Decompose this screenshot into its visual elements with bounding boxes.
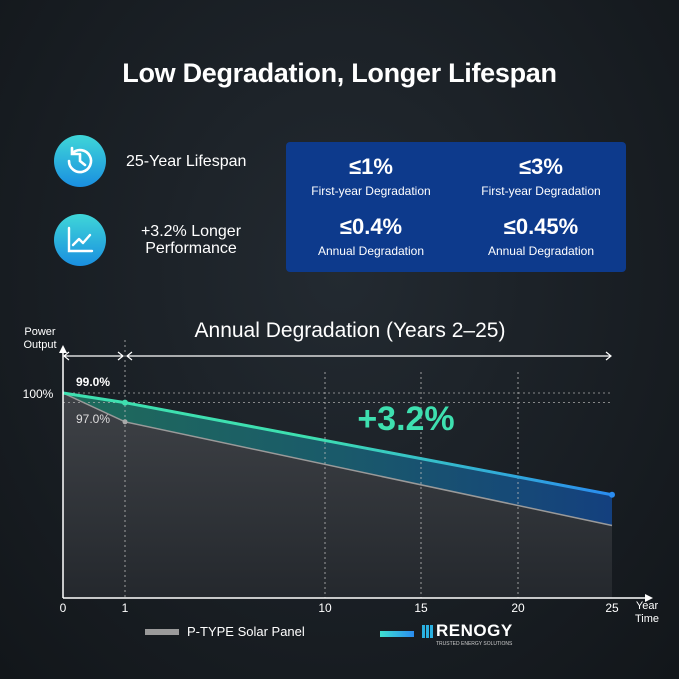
stat-value: ≤0.45% (503, 214, 579, 239)
page-title: Low Degradation, Longer Lifespan (122, 58, 557, 88)
stat-label: Annual Degradation (317, 244, 425, 258)
renogy-brand: RENOGY (436, 621, 513, 640)
legend-ptype: P-TYPE Solar Panel (145, 624, 305, 639)
x-tick-label: 10 (318, 601, 332, 615)
ptype-point (122, 419, 128, 425)
y-axis-label: Power Output (23, 326, 57, 351)
span-arrowheads-icon (126, 351, 612, 361)
label-ptype-year1: 97.0% (76, 412, 110, 426)
x-tick-label: 0 (60, 601, 67, 615)
stat-label: First-year Degradation (311, 184, 431, 198)
stat-cell: ≤0.45% Annual Degradation (456, 214, 626, 258)
renogy-point (609, 491, 615, 498)
label-renogy-year1: 99.0% (76, 375, 110, 389)
ptype-area (63, 393, 612, 598)
stat-cell: ≤3% First-year Degradation (456, 154, 626, 198)
renogy-logo: RENOGY TRUSTED ENERGY SOLUTIONS (422, 621, 513, 647)
feature-label: +3.2% Longer Performance (140, 223, 242, 257)
x-tick-label: 20 (511, 601, 525, 615)
x-tick-label: 15 (414, 601, 428, 615)
legend-label: P-TYPE Solar Panel (187, 624, 305, 639)
feature-label: 25-Year Lifespan (126, 152, 247, 170)
stat-value: ≤3% (519, 154, 563, 179)
legend-renogy: RENOGY TRUSTED ENERGY SOLUTIONS (380, 621, 513, 647)
chart-title: Annual Degradation (Years 2–25) (195, 319, 506, 342)
clock-history-icon (54, 135, 106, 187)
legend-swatch-gradient (380, 631, 414, 637)
renogy-tagline: TRUSTED ENERGY SOLUTIONS (436, 641, 513, 647)
feature-lifespan: 25-Year Lifespan (54, 135, 246, 187)
stat-value: ≤0.4% (339, 214, 403, 239)
x-tick-label: 1 (122, 601, 129, 615)
renogy-logo-mark-icon (422, 624, 433, 638)
legend-swatch-gray (145, 628, 179, 635)
stat-cell: ≤0.4% Annual Degradation (286, 214, 456, 258)
line-chart-icon (54, 214, 106, 266)
feature-performance: +3.2% Longer Performance (54, 214, 256, 266)
x-axis-arrow-icon (645, 594, 653, 602)
stats-box: ≤1% First-year Degradation ≤3% First-year … (286, 142, 626, 272)
y-tick-100: 100% (23, 387, 54, 401)
x-tick-label: 25 (605, 601, 619, 615)
stat-label: First-year Degradation (481, 184, 601, 198)
x-axis-label: Year Time (634, 600, 660, 625)
stat-label: Annual Degradation (487, 244, 595, 258)
stat-cell: ≤1% First-year Degradation (286, 154, 456, 198)
span-arrowheads-icon (63, 351, 124, 361)
gain-annotation: +3.2% (357, 400, 454, 438)
stat-value: ≤1% (349, 154, 393, 179)
y-axis-arrow-icon (59, 345, 67, 353)
renogy-point (122, 399, 128, 406)
